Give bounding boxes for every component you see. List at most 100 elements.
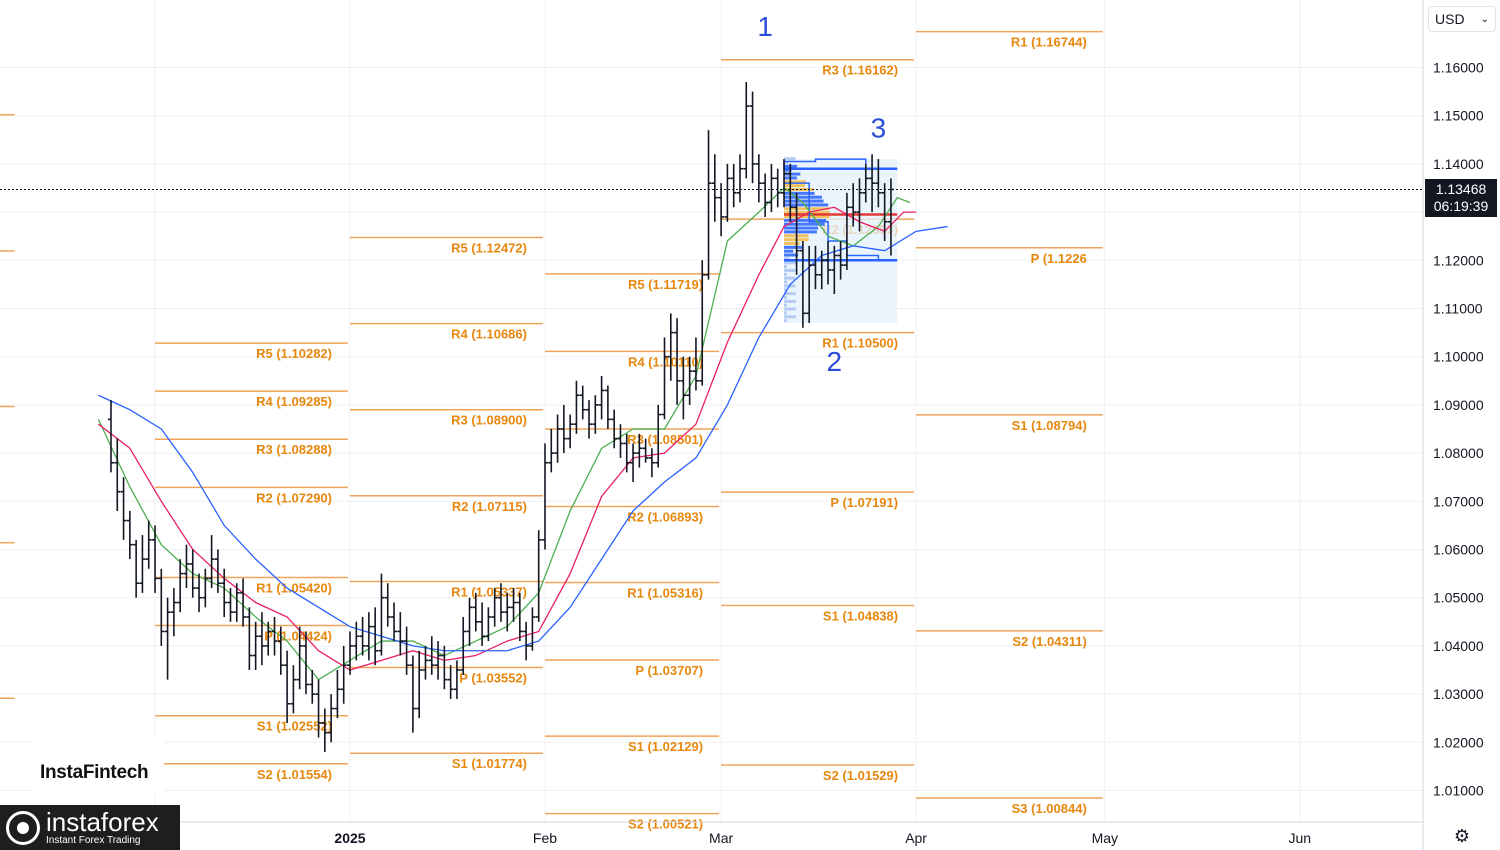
ohlc-bar	[189, 549, 196, 598]
last-price-value: 1.13468	[1435, 181, 1487, 197]
price-axis[interactable]: 1.160001.150001.140001.130001.120001.110…	[1433, 60, 1484, 799]
pivot-label-r1: R1 (1.05316)	[627, 585, 703, 600]
ohlc-bar	[516, 592, 523, 642]
price-tick-label: 1.09000	[1433, 397, 1484, 413]
pivot-label-r1: R1 (1.16744)	[1011, 35, 1087, 50]
ohlc-bar	[321, 708, 328, 752]
pivot-label-r2: R2 (1.07290)	[256, 490, 332, 505]
profile-bar	[784, 199, 824, 203]
ohlc-bar	[774, 168, 781, 208]
ohlc-bar	[831, 245, 838, 295]
ohlc-bar	[787, 163, 794, 222]
pivot-label-r2: R2 (1.06893)	[627, 509, 703, 524]
bar-countdown: 06:19:39	[1433, 198, 1489, 214]
ohlc-bar	[642, 438, 649, 463]
ohlc-bar	[661, 337, 668, 420]
price-tick-label: 1.11000	[1433, 301, 1483, 317]
sma-line-mid	[98, 206, 917, 671]
pivot-label-r3: R3 (1.16162)	[822, 63, 898, 78]
price-tick-label: 1.14000	[1433, 156, 1484, 172]
ohlc-bar	[881, 183, 888, 242]
pivot-label-s2: S2 (1.04311)	[1012, 634, 1086, 649]
ohlc-bar	[630, 443, 637, 483]
pivot-label-p: P (1.03707)	[635, 663, 703, 678]
ohlc-bar	[850, 183, 857, 227]
ohlc-bar	[158, 568, 165, 646]
profile-bar	[784, 241, 800, 245]
logo-tagline: Instant Forex Trading	[46, 834, 141, 846]
profile-bar	[784, 218, 827, 222]
ohlc-bar	[598, 375, 605, 420]
ohlc-bar	[554, 414, 561, 463]
pivot-label-s1: S1 (1.02129)	[628, 739, 703, 754]
instaforex-logo: instaforex Instant Forex Trading	[0, 805, 180, 850]
ohlc-bar	[686, 356, 693, 405]
profile-bar	[784, 311, 788, 315]
currency-select[interactable]: USD ⌄	[1428, 6, 1496, 32]
ohlc-bar	[636, 433, 643, 468]
logo-text: instaforex Instant Forex Trading	[46, 809, 159, 847]
currency-value: USD	[1435, 11, 1465, 27]
ohlc-bar	[736, 154, 743, 203]
ohlc-bar	[315, 679, 322, 738]
ohlc-bar	[397, 612, 404, 656]
pivot-label-s3: S3 (1.00844)	[1012, 801, 1087, 816]
ohlc-bar	[799, 241, 806, 328]
ohlc-bar	[806, 245, 813, 323]
pivot-label-r3: R3 (1.08288)	[256, 442, 332, 457]
time-tick-label: Jun	[1289, 830, 1312, 846]
ohlc-bar	[164, 597, 171, 680]
ohlc-bar	[334, 670, 341, 719]
time-tick-label: Mar	[709, 830, 733, 846]
time-tick-label: 2025	[334, 830, 365, 846]
ohlc-bar	[674, 318, 681, 405]
ohlc-bar	[592, 395, 599, 434]
pivot-label-r5: R5 (1.11719)	[628, 277, 703, 292]
ohlc-bar	[202, 568, 209, 608]
price-tick-label: 1.08000	[1433, 445, 1484, 461]
ohlc-bar	[818, 250, 825, 290]
ohlc-bar	[170, 588, 177, 637]
ohlc-bar	[347, 631, 353, 675]
pivot-label-s1: S1 (1.08794)	[1012, 418, 1087, 433]
pivot-label-r2: R2 (1.07115)	[452, 499, 527, 514]
ohlc-bar	[611, 409, 618, 449]
watermark-background	[32, 735, 164, 795]
profile-bar	[784, 292, 796, 296]
ohlc-bar	[139, 535, 146, 593]
ohlc-bar	[378, 573, 385, 656]
time-axis[interactable]: 2025 Feb Mar Apr May Jun	[334, 830, 1311, 846]
ohlc-bar	[560, 404, 567, 454]
profile-bar	[784, 214, 830, 218]
ohlc-bar	[284, 650, 291, 724]
profile-bar	[784, 180, 806, 184]
profile-bar	[784, 268, 796, 272]
price-tick-label: 1.06000	[1433, 542, 1484, 558]
pivot-label-r1: R1 (1.10500)	[822, 336, 898, 351]
ohlc-bar	[441, 645, 448, 690]
pivot-label-s2: S2 (1.01554)	[257, 767, 332, 782]
ohlc-bar	[271, 616, 278, 656]
price-tick-label: 1.02000	[1433, 734, 1484, 750]
ohlc-bar	[604, 385, 611, 429]
ohlc-bar	[365, 612, 372, 661]
ohlc-bar	[724, 163, 731, 222]
brand-watermark: InstaFintech	[40, 762, 149, 783]
ohlc-bar	[302, 631, 309, 695]
settings-gear-icon[interactable]: ⚙	[1453, 826, 1471, 846]
ohlc-bar	[208, 535, 215, 589]
ohlc-bar	[107, 400, 114, 473]
ohlc-bar	[126, 510, 133, 560]
ohlc-bar	[145, 520, 152, 569]
ohlc-bar	[428, 636, 435, 675]
profile-bar	[784, 191, 815, 195]
ohlc-bar	[120, 477, 127, 540]
ohlc-bar	[623, 433, 630, 473]
ohlc-bar	[768, 163, 775, 213]
ohlc-bar	[133, 539, 140, 598]
ohlc-bar	[535, 530, 542, 622]
ohlc-bar	[447, 665, 454, 699]
pivot-label-r1: R1 (1.05420)	[256, 580, 332, 595]
pivot-label-r4: R4 (1.10110)	[628, 354, 703, 369]
